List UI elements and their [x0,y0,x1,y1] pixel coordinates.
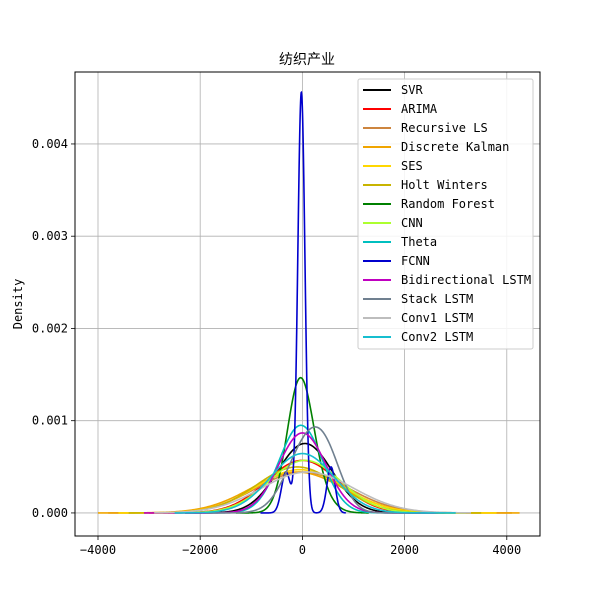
y-tick-label: 0.001 [32,414,68,428]
x-tick-label: 0 [299,543,306,557]
legend-label-stack-lstm: Stack LSTM [401,292,473,306]
y-axis-label: Density [11,279,25,330]
legend-label-random-forest: Random Forest [401,197,495,211]
legend-box [357,78,534,350]
legend-label-ses: SES [401,159,423,173]
y-axis: 0.000 0.001 0.002 0.003 0.004 [32,137,75,520]
chart-title: 纺织产业 [279,52,335,68]
legend-label-cnn: CNN [401,216,423,230]
legend-label-conv1-lstm: Conv1 LSTM [401,311,473,325]
series-line-stack-lstm [205,426,431,514]
legend-label-theta: Theta [401,235,437,249]
series-line-random-forest [235,376,369,514]
plot-area [97,90,520,514]
x-tick-label: −4000 [80,543,116,557]
legend-label-holt-winters: Holt Winters [401,178,488,192]
legend: SVR ARIMA Recursive LS Discrete Kalman SES Ho… [357,78,534,350]
x-tick-label: −2000 [182,543,218,557]
x-tick-label: 2000 [390,543,419,557]
plot-frame [74,71,541,537]
y-tick-label: 0.002 [32,321,68,335]
y-tick-label: 0.004 [32,137,68,151]
legend-label-bidirectional-lstm: Bidirectional LSTM [401,273,531,287]
legend-label-arima: ARIMA [401,102,438,116]
legend-label-fcnn: FCNN [401,254,430,268]
legend-label-discrete-kalman: Discrete Kalman [401,140,509,154]
y-tick-label: 0.003 [32,229,68,243]
series-line-conv1-lstm [154,471,472,514]
series-line-fcnn [260,90,346,514]
legend-label-recursive-ls: Recursive LS [401,121,488,135]
x-axis: −4000 −2000 0 2000 4000 [80,536,521,557]
x-tick-label: 4000 [492,543,521,557]
y-tick-label: 0.000 [32,506,68,520]
legend-label-svr: SVR [401,83,423,97]
legend-label-conv2-lstm: Conv2 LSTM [401,330,473,344]
series-line-conv2-lstm [174,452,456,514]
